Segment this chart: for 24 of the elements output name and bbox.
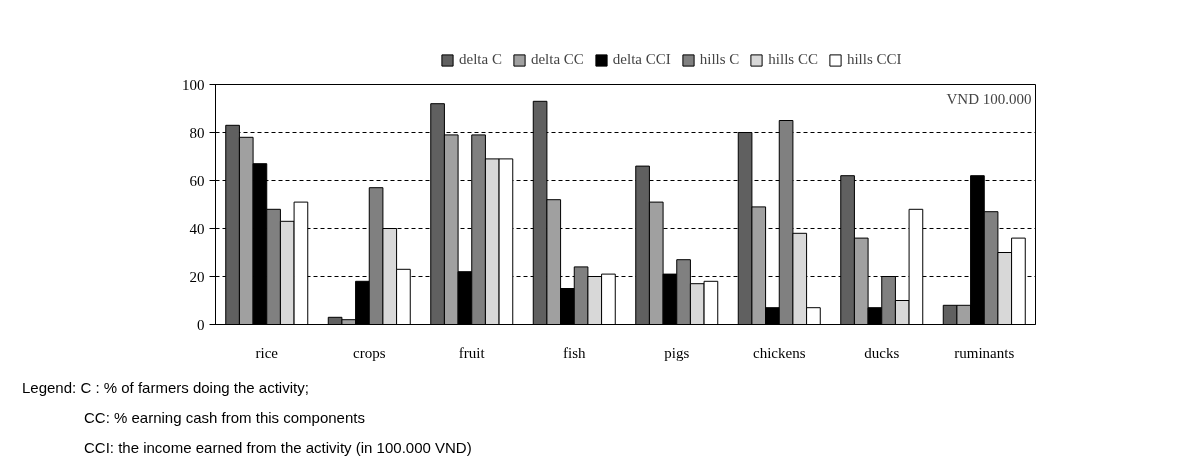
text: Legend: C : % of farmers doing the activity;: [22, 379, 309, 397]
y-tick-label: 20: [189, 268, 205, 285]
x-tick-label: pigs: [664, 344, 690, 361]
x-tick-label: rice: [255, 344, 279, 361]
y-tick-label: 0: [197, 316, 205, 333]
x-tick-label: chickens: [753, 344, 806, 361]
text: CC: % earning cash from this components: [84, 409, 365, 427]
annotation: VND 100.000: [946, 90, 1032, 107]
y-tick-label: 100: [182, 76, 205, 93]
y-tick-label: 60: [189, 172, 205, 189]
legend-label: hills C: [699, 51, 740, 68]
legend-label: delta C: [459, 51, 502, 68]
x-tick-label: fish: [563, 344, 586, 361]
text: CCI: the income earned from the activity (in 100.000 VND): [84, 439, 472, 457]
x-tick-label: crops: [353, 344, 386, 361]
x-tick-label: ruminants: [954, 344, 1015, 361]
y-tick-label: 80: [189, 124, 205, 141]
legend-label: hills CCI: [846, 51, 902, 68]
x-tick-label: fruit: [458, 344, 486, 361]
y-tick-label: 40: [189, 220, 205, 237]
x-tick-label: ducks: [864, 344, 900, 361]
legend-label: hills CC: [768, 51, 818, 68]
legend-label: delta CCI: [612, 51, 671, 68]
legend-label: delta CC: [530, 51, 584, 68]
